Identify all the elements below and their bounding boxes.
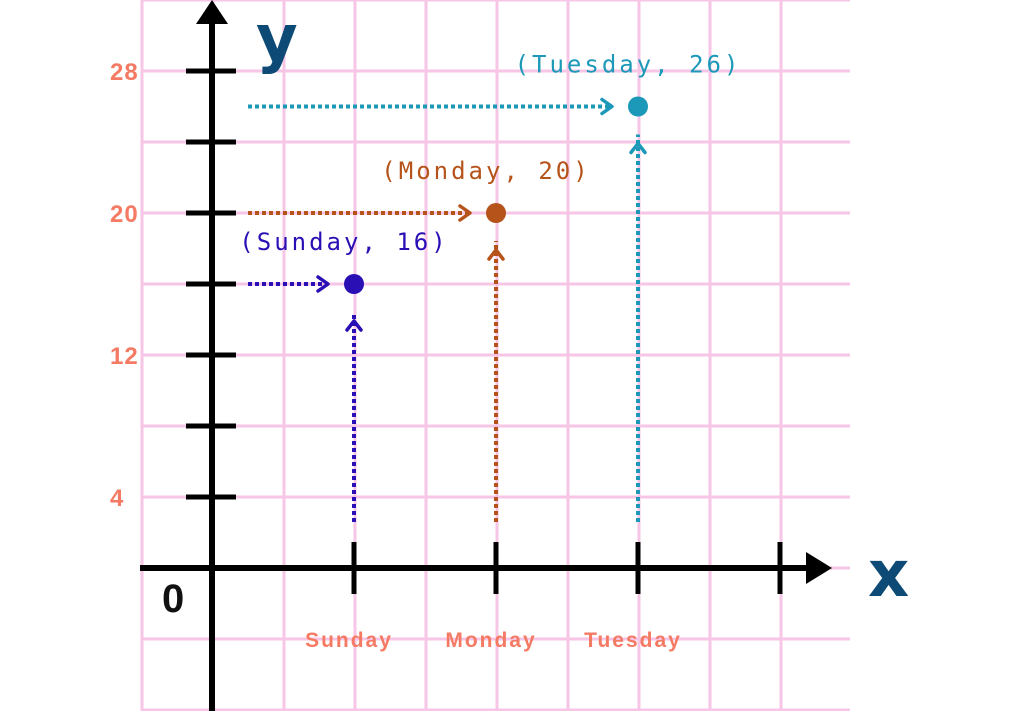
data-point	[344, 274, 364, 294]
vertical-guide-arrowhead	[629, 141, 647, 155]
x-ticks: Sunday Monday Tuesday	[305, 542, 783, 652]
data-point-label: (Monday, 20)	[381, 157, 590, 185]
data-point	[628, 96, 648, 117]
x-tick-label: Tuesday	[584, 629, 682, 652]
y-tick-label: 28	[110, 59, 139, 86]
x-tick-label: Sunday	[305, 629, 393, 652]
horizontal-guide-arrowhead	[600, 97, 614, 116]
y-axis-label: y	[256, 2, 298, 76]
guide-arrows	[248, 97, 647, 522]
y-ticks: 4 12 20 28	[110, 59, 236, 512]
y-axis-arrow-icon	[196, 0, 228, 24]
data-point-label: (Tuesday, 26)	[515, 51, 742, 79]
vertical-guide-arrowhead	[487, 248, 505, 261]
x-axis-label: x	[868, 538, 909, 612]
origin-label: 0	[162, 577, 184, 621]
x-axis-arrow-icon	[806, 552, 832, 584]
horizontal-guide-arrowhead	[316, 275, 330, 293]
vertical-guide-arrowhead	[345, 319, 363, 332]
data-points: (Sunday, 16) (Monday, 20) (Tuesday, 26)	[239, 51, 742, 294]
y-tick-label: 20	[110, 201, 139, 228]
y-tick-label: 4	[110, 485, 124, 512]
data-point-label: (Sunday, 16)	[239, 228, 448, 256]
data-point	[486, 203, 506, 223]
x-tick-label: Monday	[445, 629, 536, 652]
axes	[140, 0, 832, 711]
horizontal-guide-arrowhead	[458, 204, 472, 222]
y-tick-label: 12	[110, 343, 139, 370]
